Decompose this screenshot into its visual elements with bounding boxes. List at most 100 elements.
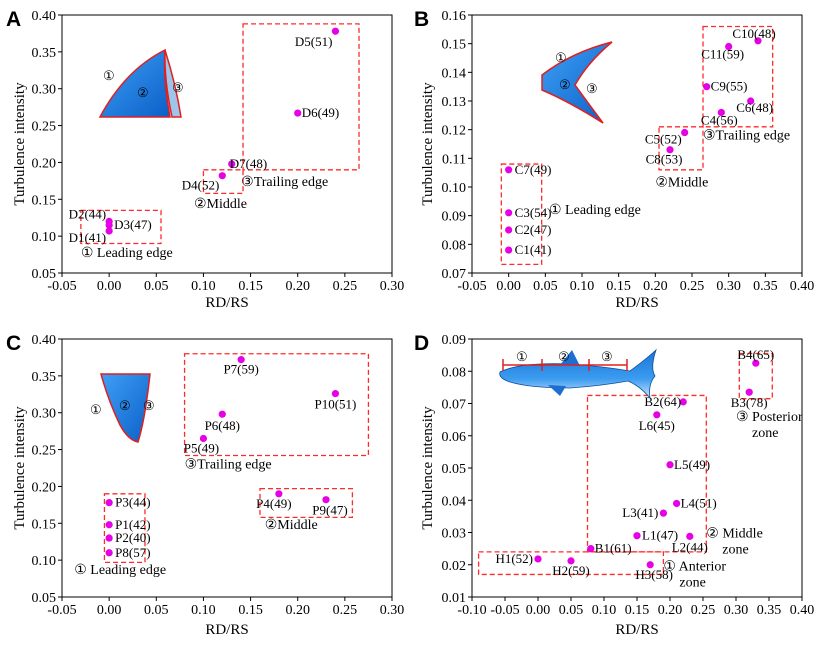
data-point bbox=[673, 499, 681, 508]
data-point bbox=[725, 42, 733, 51]
shark-pectoral-fin bbox=[548, 385, 566, 396]
y-axis-label: Turbulence intensity bbox=[12, 406, 28, 530]
region-label: ① Anterior zone bbox=[663, 560, 726, 591]
region-box bbox=[658, 126, 704, 171]
fin-label-1: ① bbox=[90, 402, 102, 417]
data-point bbox=[105, 549, 113, 557]
data-point bbox=[505, 246, 513, 254]
point-label: P10(51) bbox=[314, 397, 356, 412]
y-tick-label: 0.16 bbox=[442, 9, 467, 24]
y-tick-label: 0.15 bbox=[32, 517, 57, 532]
point-label: L1(47) bbox=[642, 528, 678, 543]
region-label: ③Trailing edge bbox=[241, 175, 328, 190]
data-point bbox=[331, 27, 340, 35]
y-tick-label: 0.07 bbox=[442, 398, 467, 413]
region-label: ② Middle zone bbox=[706, 526, 763, 557]
x-tick-label: 0.10 bbox=[191, 279, 216, 294]
point-label: D1(41) bbox=[69, 230, 107, 245]
x-tick-label: 0.10 bbox=[592, 603, 617, 618]
data-point bbox=[754, 37, 762, 45]
y-tick-label: 0.03 bbox=[442, 527, 467, 542]
x-axis-label: RD/RS bbox=[205, 622, 248, 638]
y-tick-label: 0.12 bbox=[442, 124, 467, 139]
y-tick-label: 0.04 bbox=[442, 494, 467, 509]
data-point bbox=[659, 509, 668, 517]
y-tick-label: 0.25 bbox=[32, 444, 57, 459]
data-point bbox=[633, 532, 641, 540]
point-group: C1(41) C2(47) C3(54) C4(56) C5(52) C6(48) C7(4… bbox=[505, 26, 776, 257]
region-box bbox=[242, 23, 360, 171]
y-tick-label: 0.05 bbox=[32, 591, 57, 606]
fin-illustration: ① ② ③ bbox=[541, 41, 613, 124]
region-box bbox=[103, 493, 146, 564]
point-label: P7(59) bbox=[223, 362, 258, 377]
point-label: L3(41) bbox=[622, 505, 658, 520]
data-point bbox=[666, 461, 674, 469]
y-tick-label: 0.01 bbox=[442, 591, 467, 606]
region-box bbox=[183, 353, 370, 457]
y-tick-label: 0.09 bbox=[442, 333, 467, 348]
region-group: ① Leading edge ②Middle ③Trailing edge bbox=[80, 23, 360, 261]
data-point bbox=[534, 555, 542, 563]
y-tick-label: 0.10 bbox=[32, 230, 57, 245]
data-point bbox=[587, 545, 595, 553]
point-group: D1(41) D2(44) D3(47) D4(52) D5(51) D6(49) D7(4… bbox=[69, 27, 340, 245]
shark-dorsal-fin bbox=[560, 350, 580, 366]
fin-label-3: ③ bbox=[586, 81, 598, 96]
x-tick-label: 0.15 bbox=[238, 603, 263, 618]
y-tick-label: 0.10 bbox=[32, 554, 57, 569]
plot-frame bbox=[61, 338, 393, 598]
x-tick-label: 0.00 bbox=[97, 603, 122, 618]
panel-letter: A bbox=[6, 8, 21, 31]
point-label: D4(52) bbox=[182, 178, 220, 193]
panel-letter: D bbox=[414, 332, 429, 355]
shark-body bbox=[499, 348, 657, 400]
x-tick-label: -0.10 bbox=[457, 603, 486, 618]
point-label: C1(41) bbox=[515, 242, 552, 257]
x-tick-label: 0.25 bbox=[333, 603, 358, 618]
data-point bbox=[567, 557, 575, 565]
x-tick-label: 0.35 bbox=[753, 279, 778, 294]
x-tick-label: 0.15 bbox=[606, 279, 631, 294]
x-tick-label: 0.20 bbox=[658, 603, 683, 618]
point-label: C11(59) bbox=[701, 47, 744, 62]
x-tick-label: 0.00 bbox=[97, 279, 122, 294]
y-tick-label: 0.09 bbox=[442, 210, 467, 225]
region-label: ① Leading edge bbox=[81, 246, 173, 261]
data-point bbox=[237, 356, 245, 364]
data-point bbox=[105, 227, 113, 235]
x-tick-label: 0.40 bbox=[790, 279, 815, 294]
region-box bbox=[702, 25, 774, 128]
data-point bbox=[681, 128, 689, 137]
y-axis-label: Turbulence intensity bbox=[420, 82, 436, 206]
point-label: L4(51) bbox=[681, 495, 717, 510]
zone-label-3: ③ bbox=[601, 349, 613, 364]
y-axis-label: Turbulence intensity bbox=[420, 406, 436, 530]
x-tick-label: 0.00 bbox=[526, 603, 551, 618]
point-label: D2(44) bbox=[69, 206, 107, 221]
region-box bbox=[500, 163, 543, 266]
x-tick-label: 0.00 bbox=[496, 279, 521, 294]
panel-letter: C bbox=[6, 332, 21, 355]
data-point bbox=[199, 434, 208, 443]
y-tick-label: 0.30 bbox=[32, 83, 57, 98]
plot-frame bbox=[61, 14, 393, 274]
x-tick-label: 0.20 bbox=[285, 603, 310, 618]
y-tick-label: 0.07 bbox=[442, 267, 467, 282]
y-tick-label: 0.08 bbox=[442, 365, 467, 380]
fin-trailing-strip bbox=[164, 49, 182, 118]
point-group: P1(42)P2(40) P3(44) P4(49) P5(49) P6(48) P7(5… bbox=[105, 356, 356, 560]
point-label: L6(45) bbox=[639, 418, 675, 433]
x-tick-label: 0.10 bbox=[570, 279, 595, 294]
point-label: C2(47) bbox=[515, 222, 552, 237]
point-label: H1(52) bbox=[495, 551, 533, 566]
y-tick-label: 0.20 bbox=[32, 480, 57, 495]
tick-group: -0.05 0.00 0.05 0.10 0.15 0.20 0.25 0.30 0.05 0.1… bbox=[32, 333, 405, 618]
data-point bbox=[218, 410, 226, 418]
y-tick-label: 0.20 bbox=[32, 156, 57, 171]
point-group: H1(52) H2(59) H3(58)B1(61) L1(47)L2(44) L3(4… bbox=[495, 347, 774, 582]
region-box bbox=[738, 352, 773, 400]
data-point bbox=[752, 359, 760, 367]
data-point bbox=[331, 389, 340, 398]
